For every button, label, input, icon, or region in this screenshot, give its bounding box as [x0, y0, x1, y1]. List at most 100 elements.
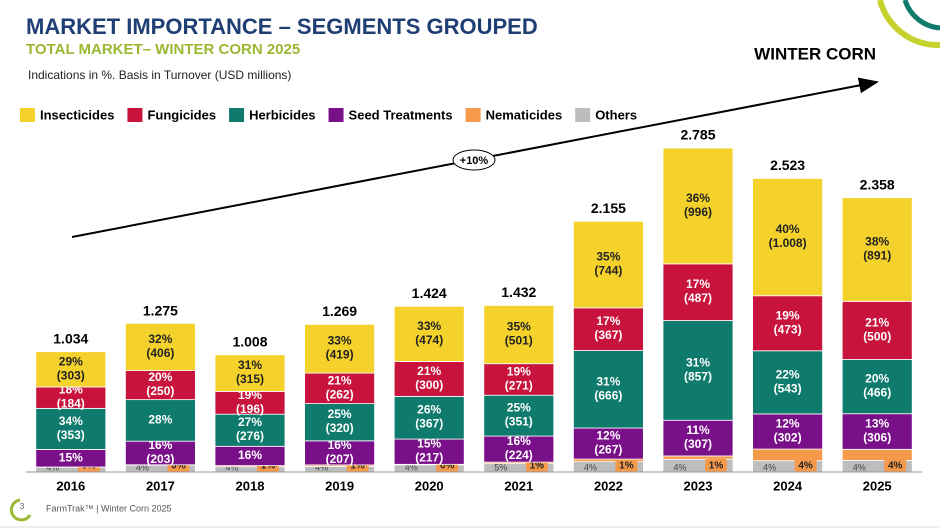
value-label: 21% (500): [863, 316, 891, 344]
value-label: 15% (217): [415, 437, 443, 465]
value-label: 5%: [494, 462, 507, 472]
bar-segment: [662, 147, 734, 265]
footer-logo: [9, 498, 32, 522]
value-label: 0%: [440, 461, 455, 472]
value-label: 17% (487): [684, 277, 712, 305]
x-tick-label: 2020: [415, 478, 444, 493]
value-label: 22% (543): [774, 368, 802, 396]
annotation: +10%: [460, 155, 489, 167]
bar-segment: [125, 399, 196, 442]
value-label-box: [794, 459, 817, 472]
value-label: 1%: [350, 461, 365, 472]
legend-label: Nematicides: [486, 107, 563, 122]
bar-segment: [304, 323, 376, 374]
subtitle: TOTAL MARKET– WINTER CORN 2025: [26, 41, 300, 58]
total-label: 1.424: [412, 285, 447, 301]
legend-swatch: [127, 108, 143, 122]
bar-segment: [483, 435, 555, 463]
bar-segment: [841, 413, 913, 450]
title: MARKET IMPORTANCE – SEGMENTS GROUPED: [26, 14, 538, 39]
bar-segment: [841, 197, 913, 302]
bar-segment: [35, 351, 107, 388]
x-tick-label: 2018: [236, 478, 265, 493]
bar-segment: [752, 295, 823, 352]
bar-segment: [752, 350, 823, 415]
total-label: 1.269: [322, 303, 357, 319]
bar-segment: [214, 354, 286, 392]
x-tick-label: 2024: [773, 478, 803, 493]
x-tick-label: 2022: [594, 478, 623, 493]
value-label: 34% (353): [57, 414, 85, 442]
note: Indications in %. Basis in Turnover (USD…: [28, 68, 291, 82]
x-tick-label: 2021: [504, 478, 533, 493]
bar-segment: [304, 440, 376, 466]
bar-segment: [483, 305, 555, 365]
value-label: 40% (1.008): [769, 222, 807, 250]
value-label: 21% (262): [326, 374, 354, 402]
value-label: 19% (473): [774, 308, 802, 336]
legend-label: Seed Treatments: [349, 107, 453, 122]
crop-label: WINTER CORN: [754, 44, 876, 63]
value-label: 36% (996): [684, 191, 712, 219]
value-label-box: [884, 459, 907, 472]
value-label: 31% (857): [684, 356, 712, 384]
corner-arc: [877, 0, 940, 49]
bar-segment: [841, 448, 913, 461]
bar-segment: [662, 320, 734, 421]
legend-label: Herbicides: [249, 107, 315, 122]
value-label: 25% (320): [326, 407, 354, 435]
legend-swatch: [20, 108, 35, 122]
value-label: 31% (315): [236, 358, 264, 386]
bar-segment: [393, 305, 465, 362]
value-label: 12% (302): [774, 417, 802, 445]
value-label: 27% (276): [236, 415, 264, 443]
bar-segment: [752, 413, 823, 450]
value-label: 38% (891): [863, 235, 891, 263]
legend-swatch: [465, 108, 481, 122]
x-tick-label: 2016: [56, 478, 85, 493]
bar-segment: [393, 438, 465, 465]
value-label: 29% (303): [57, 355, 85, 383]
value-label: 16% (224): [505, 434, 533, 462]
x-tick-label: 2019: [325, 478, 354, 493]
value-label: 16%: [238, 448, 262, 462]
value-label: 12% (267): [594, 429, 622, 457]
total-label: 2.785: [680, 127, 715, 143]
value-label: 20% (466): [863, 372, 891, 400]
value-label-box: [615, 459, 638, 472]
value-label: 4%: [584, 462, 597, 472]
legend-swatch: [575, 108, 591, 122]
x-tick-label: 2017: [146, 478, 175, 493]
value-label: 19% (271): [505, 365, 533, 393]
legend-swatch: [229, 108, 245, 122]
value-label: 32% (406): [146, 332, 174, 360]
bar-segment: [573, 427, 644, 460]
value-label: 4%: [136, 462, 149, 472]
value-label: 4%: [763, 462, 776, 472]
total-label: 2.358: [860, 176, 895, 192]
legend-label: Others: [595, 107, 637, 122]
legend-swatch: [328, 108, 344, 122]
value-label: 31% (666): [594, 374, 622, 402]
chart: Insecticides Fungicides Herbicides Seed Tre…: [20, 107, 922, 493]
value-label: 4%: [673, 462, 686, 472]
bar-segment: [662, 419, 734, 457]
bar-segment: [573, 307, 644, 351]
total-label: 1.008: [232, 333, 267, 349]
legend-label: Fungicides: [147, 107, 216, 122]
bar-segment: [841, 300, 913, 360]
bar-segment: [483, 363, 555, 396]
footer: FarmTrak™ | Winter Corn 2025: [46, 503, 172, 513]
value-label: 4%: [798, 461, 813, 472]
value-label: 4%: [315, 462, 328, 472]
bar-segment: [393, 395, 465, 440]
value-label: 1%: [261, 461, 276, 472]
total-label: 2.155: [591, 200, 626, 216]
value-label: 1%: [530, 461, 545, 472]
bar-segment: [125, 322, 196, 371]
total-label: 1.275: [143, 302, 178, 318]
bar-segment: [662, 263, 734, 321]
x-tick-label: 2023: [684, 478, 713, 493]
bar-segment: [573, 220, 644, 309]
value-label: 4%: [888, 461, 903, 472]
